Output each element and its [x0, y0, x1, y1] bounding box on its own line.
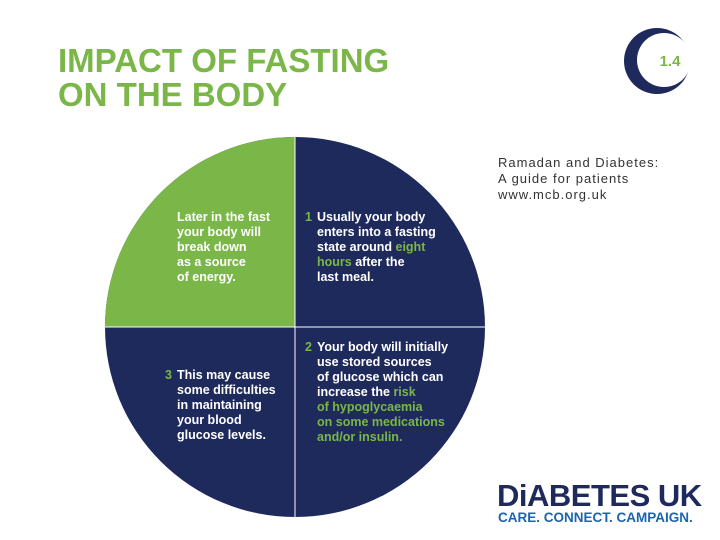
text-line: increase the risk	[317, 385, 448, 400]
step-text: Later in the fast your body will break dow…	[177, 210, 270, 285]
text-line: enters into a fasting	[317, 225, 436, 240]
text-line: of glucose which can	[317, 370, 448, 385]
source-line: Ramadan and Diabetes:	[498, 155, 660, 170]
step-number: 1	[305, 210, 312, 224]
text-line: some difficulties	[177, 383, 276, 398]
text-line: Usually your body	[317, 210, 436, 225]
step-number: 3	[165, 368, 172, 382]
text-segment: increase the	[317, 385, 394, 399]
title-line: IMPACT OF FASTING	[58, 42, 390, 79]
text-line: Later in the fast	[177, 210, 270, 225]
title: IMPACT OF FASTING ON THE BODY	[58, 44, 389, 112]
step-text: This may cause some difficulties in mainta…	[177, 368, 276, 443]
text-line: last meal.	[317, 270, 436, 285]
step-text: Your body will initially use stored sourc…	[317, 340, 448, 445]
text-line: This may cause	[177, 368, 276, 383]
text-segment: in maintaining	[177, 398, 262, 412]
text-segment: Usually your body	[317, 210, 426, 224]
text-line: hours after the	[317, 255, 436, 270]
source-line: www.mcb.org.uk	[498, 187, 608, 202]
text-segment: some difficulties	[177, 383, 276, 397]
text-line: your blood	[177, 413, 276, 428]
text-segment: of glucose which can	[317, 370, 444, 384]
text-segment: enters into a fasting	[317, 225, 436, 239]
text-segment: Later in the fast	[177, 210, 271, 224]
highlight-text: of hypoglycaemia	[317, 400, 423, 414]
text-segment: last meal.	[317, 270, 374, 284]
text-line: your body will	[177, 225, 270, 240]
highlight-text: on some medications	[317, 415, 445, 429]
text-segment: Your body will initially	[317, 340, 449, 354]
text-line: break down fat	[177, 240, 270, 255]
text-line: and/or insulin.	[317, 430, 448, 445]
text-segment: after the	[351, 255, 405, 269]
text-line: use stored sources	[317, 355, 448, 370]
text-segment: your blood	[177, 413, 242, 427]
text-line: of hypoglycaemia	[317, 400, 448, 415]
text-line: of energy.	[177, 270, 270, 285]
highlight-text: risk	[393, 385, 416, 399]
logo: DiABETES UK	[497, 478, 702, 513]
highlight-text: hours	[317, 255, 352, 269]
badge-text: 1.4	[660, 53, 682, 70]
text-segment: as a source	[177, 255, 246, 269]
text-segment: state around	[317, 240, 396, 254]
text-segment: break down	[177, 240, 250, 254]
step-text: Usually your body enters into a fasting st…	[317, 210, 436, 285]
text-segment: use stored sources	[317, 355, 432, 369]
title-line: ON THE BODY	[58, 76, 288, 113]
text-line: as a source	[177, 255, 270, 270]
text-line: glucose levels.	[177, 428, 276, 443]
highlight-text: fat	[249, 240, 266, 254]
text-line: in maintaining	[177, 398, 276, 413]
text-line: Your body will initially	[317, 340, 448, 355]
text-segment: of energy.	[177, 270, 236, 284]
badge-inner	[637, 33, 691, 87]
step-number: 4	[165, 210, 172, 224]
tagline: CARE. CONNECT. CAMPAIGN.	[498, 510, 693, 525]
source-line: A guide for patients	[498, 171, 630, 186]
source: Ramadan and Diabetes: A guide for patien…	[498, 155, 659, 203]
text-segment: glucose levels.	[177, 428, 266, 442]
highlight-text: eight	[395, 240, 426, 254]
green-quadrant	[105, 137, 295, 327]
highlight-text: and/or insulin.	[317, 430, 403, 444]
text-segment: your body will	[177, 225, 262, 239]
text-line: on some medications	[317, 415, 448, 430]
text-line: state around eight	[317, 240, 436, 255]
text-segment: This may cause	[177, 368, 271, 382]
step-number: 2	[305, 340, 312, 354]
